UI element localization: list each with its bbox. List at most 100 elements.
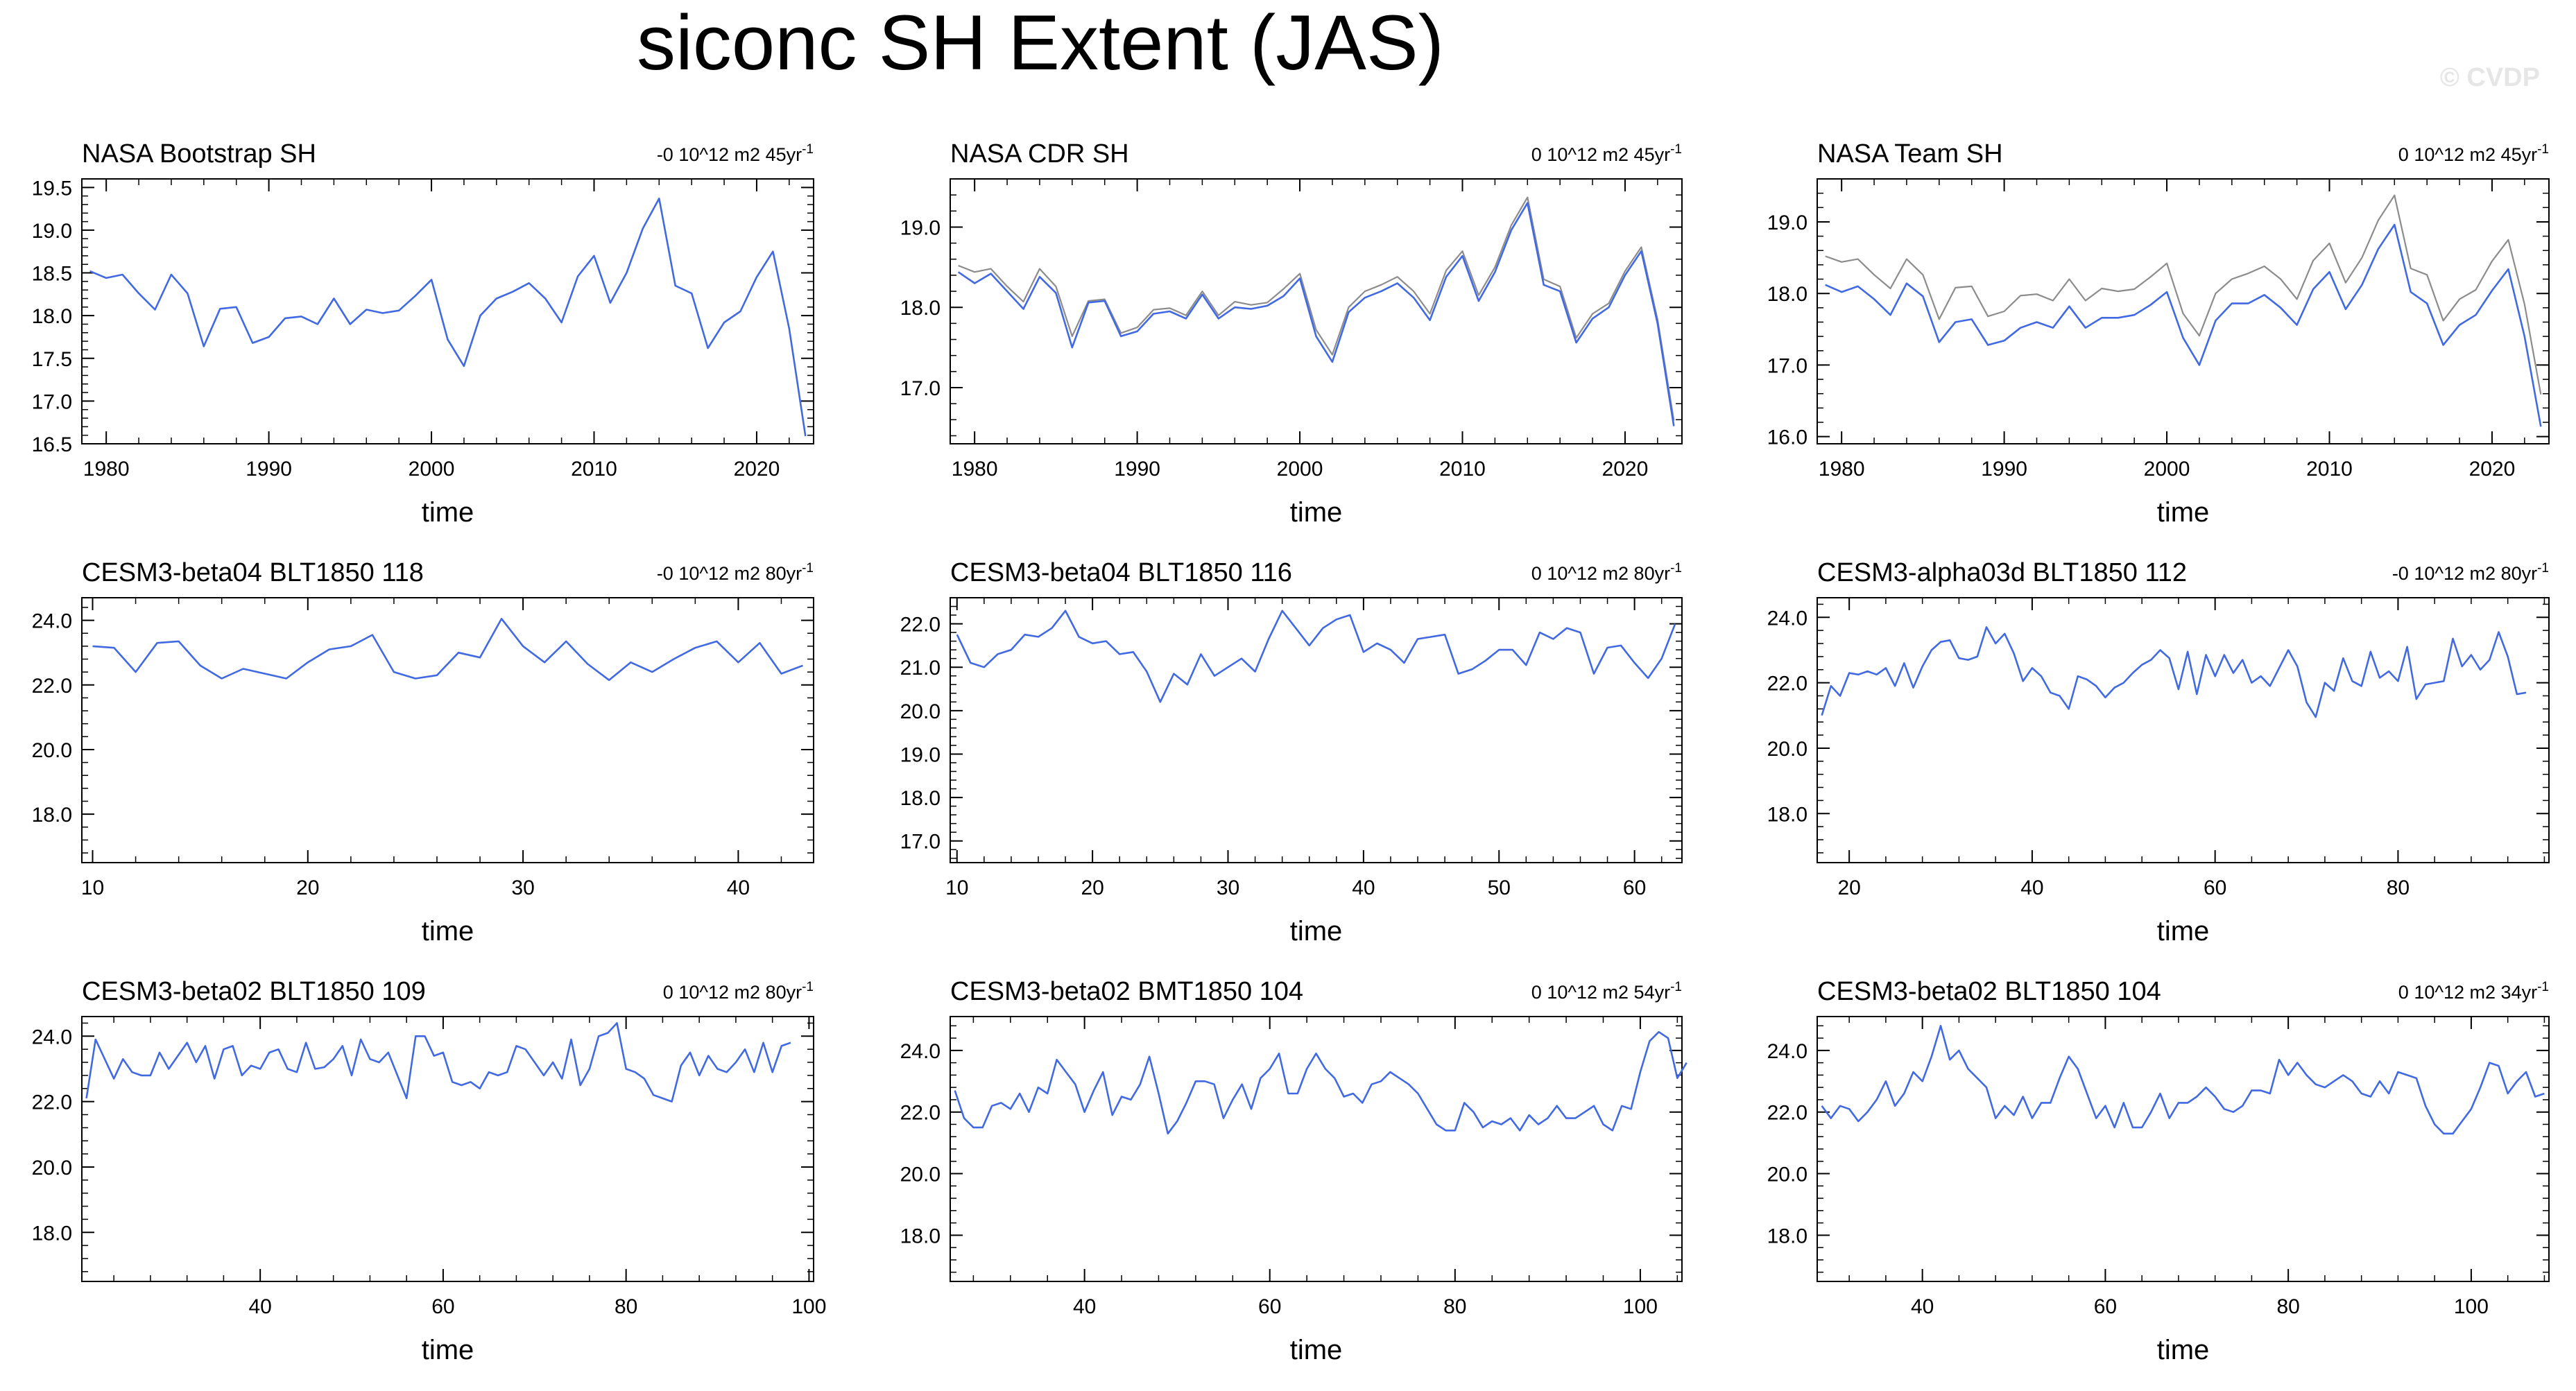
x-tick-label: 50 [1488,876,1511,899]
x-tick-label: 1980 [952,458,998,481]
x-tick-label: 20 [1081,876,1104,899]
panel-title: CESM3-beta04 BLT1850 116 [950,558,1292,587]
series-line [956,610,1676,703]
panel-title: CESM3-alpha03d BLT1850 112 [1817,558,2187,587]
y-tick-label: 18.0 [1767,1225,1808,1247]
reference-series-line [958,196,1675,421]
y-tick-label: 19.0 [32,220,72,243]
y-tick-label: 17.0 [900,831,941,854]
x-axis-label: time [422,916,474,947]
x-tick-label: 30 [1217,876,1239,899]
panel-title: CESM3-beta02 BMT1850 104 [950,977,1303,1006]
x-tick-label: 30 [511,876,534,899]
y-tick-label: 17.0 [1767,354,1808,377]
y-tick-label: 18.0 [1767,283,1808,306]
y-tick-label: 19.0 [900,216,941,239]
x-tick-label: 60 [1258,1295,1281,1318]
y-tick-label: 22.0 [32,1091,72,1114]
y-tick-label: 16.0 [1767,426,1808,449]
y-tick-label: 20.0 [1767,1164,1808,1186]
panel-title: NASA Bootstrap SH [82,139,316,169]
x-tick-label: 2000 [1277,458,1323,481]
x-tick-label: 40 [248,1295,271,1318]
y-tick-label: 18.0 [900,1225,941,1247]
x-tick-label: 1980 [83,458,130,481]
y-tick-label: 20.0 [900,1164,941,1186]
panel-title: CESM3-beta02 BLT1850 104 [1817,977,2161,1006]
panel-1: NASA Bootstrap SH -0 10^12 m2 45yr-1 16.5 1… [32,139,814,528]
plot-frame [1817,597,2550,863]
y-tick-label: 18.0 [32,1222,72,1245]
x-tick-label: 2020 [1602,458,1649,481]
watermark: © CVDP [2440,63,2540,92]
x-tick-label: 1980 [1819,458,1865,481]
y-tick-label: 18.0 [900,297,941,320]
trend-label: -0 10^12 m2 80yr-1 [2392,561,2549,584]
x-tick-label: 40 [2020,876,2043,899]
trend-label: -0 10^12 m2 80yr-1 [657,561,814,584]
y-tick-label: 24.0 [32,1026,72,1048]
series-line [954,1030,1688,1135]
y-tick-label: 18.0 [1767,803,1808,826]
x-tick-label: 40 [1073,1295,1096,1318]
x-tick-label: 80 [2276,1295,2299,1318]
plot-frame [1817,1016,2550,1282]
x-tick-label: 60 [431,1295,454,1318]
x-tick-label: 40 [727,876,750,899]
page-title: siconc SH Extent (JAS) [637,0,1444,86]
x-tick-label: 2010 [2306,458,2353,481]
y-tick-label: 19.0 [1767,211,1808,234]
panel-3: NASA Team SH 0 10^12 m2 45yr-1 16.0 17.0 18.… [1767,139,2550,528]
x-axis-label: time [1290,916,1343,947]
series-line [1821,1025,2545,1135]
x-tick-label: 60 [2094,1295,2117,1318]
y-tick-label: 20.0 [32,1157,72,1180]
series-line [957,202,1675,426]
series-line [1821,626,2527,718]
y-tick-label: 18.5 [32,263,72,286]
x-tick-label: 2020 [734,458,780,481]
panel-title: CESM3-beta02 BLT1850 109 [82,977,426,1006]
trend-label: 0 10^12 m2 54yr-1 [1531,980,1682,1003]
x-tick-label: 100 [791,1295,826,1318]
series-line [89,197,807,437]
x-tick-label: 80 [1443,1295,1466,1318]
y-tick-label: 24.0 [32,610,72,633]
y-tick-label: 18.0 [32,804,72,827]
y-tick-label: 20.0 [900,700,941,723]
panel-4: CESM3-beta04 BLT1850 118 -0 10^12 m2 80yr… [32,558,814,947]
y-tick-label: 24.0 [1767,607,1808,630]
y-tick-label: 18.0 [900,787,941,810]
panel-title: CESM3-beta04 BLT1850 118 [82,558,424,587]
x-axis-label: time [2157,916,2210,947]
plot-frame [1817,178,2550,444]
panel-5: CESM3-beta04 BLT1850 116 0 10^12 m2 80yr-… [900,558,1683,947]
x-tick-label: 20 [1837,876,1860,899]
x-tick-label: 10 [945,876,968,899]
plot-frame [81,178,814,444]
y-tick-label: 22.0 [32,675,72,698]
x-axis-label: time [2157,1335,2210,1365]
x-tick-label: 1990 [1114,458,1160,481]
x-axis-label: time [1290,497,1343,528]
y-tick-label: 24.0 [1767,1040,1808,1063]
y-tick-label: 21.0 [900,657,941,680]
y-tick-label: 18.0 [32,305,72,328]
panel-9: CESM3-beta02 BLT1850 104 0 10^12 m2 34yr-… [1767,977,2550,1365]
x-tick-label: 40 [1911,1295,1934,1318]
x-tick-label: 60 [2204,876,2226,899]
y-tick-label: 17.0 [900,377,941,400]
y-tick-label: 20.0 [1767,738,1808,761]
plot-frame [81,597,814,863]
x-tick-label: 40 [1352,876,1375,899]
panel-6: CESM3-alpha03d BLT1850 112 -0 10^12 m2 80… [1767,558,2550,947]
y-tick-label: 19.0 [900,743,941,766]
trend-label: 0 10^12 m2 45yr-1 [2398,142,2549,165]
x-tick-label: 20 [296,876,319,899]
y-tick-label: 24.0 [900,1040,941,1063]
y-tick-label: 16.5 [32,433,72,456]
x-tick-label: 1990 [1981,458,2027,481]
x-tick-label: 2000 [2144,458,2190,481]
series-line [1825,223,2542,427]
series-line [85,1022,791,1103]
